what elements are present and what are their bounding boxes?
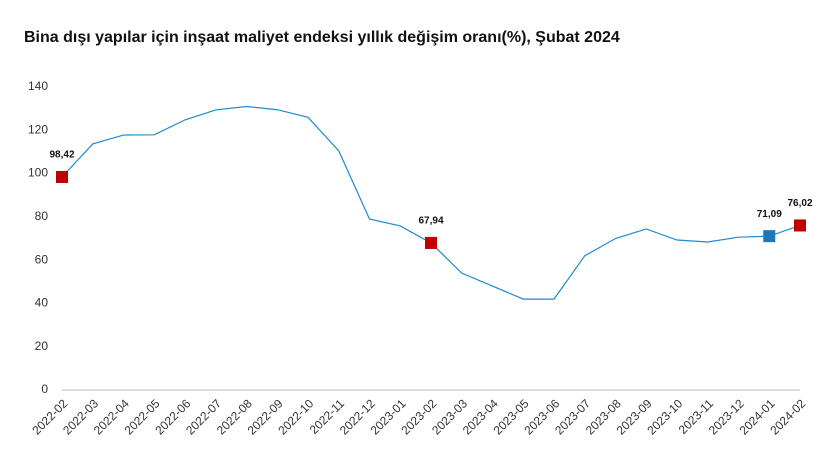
series-line — [61, 105, 801, 300]
y-tick-label: 80 — [35, 209, 49, 223]
point-marker — [763, 230, 776, 243]
y-tick-label: 20 — [35, 339, 49, 353]
value-label: 76,02 — [787, 198, 812, 209]
y-tick-label: 60 — [35, 252, 49, 266]
chart-title: Bina dışı yapılar için inşaat maliyet en… — [24, 29, 620, 46]
y-tick-label: 140 — [28, 79, 48, 93]
point-marker — [425, 236, 437, 249]
value-label: 98,42 — [49, 150, 74, 161]
y-tick-label: 0 — [41, 382, 48, 396]
y-tick-label: 40 — [35, 296, 49, 310]
value-label: 67,94 — [418, 216, 443, 227]
value-label: 71,09 — [757, 209, 782, 220]
y-tick-label: 100 — [28, 166, 48, 180]
point-marker — [56, 170, 68, 183]
y-tick-label: 120 — [28, 122, 48, 136]
point-marker — [794, 219, 806, 232]
